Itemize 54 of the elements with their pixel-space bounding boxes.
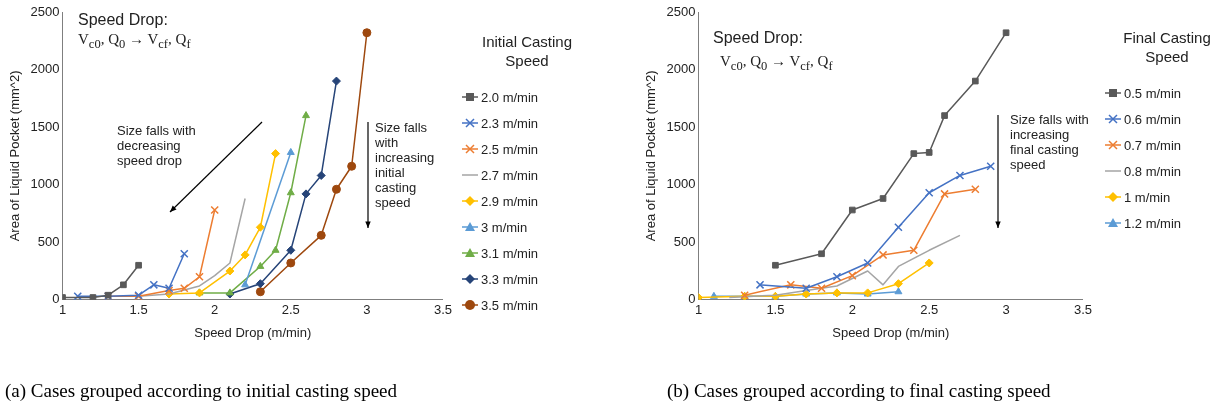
annotation: Speed Drop:	[713, 29, 803, 46]
x-tick-label: 2	[848, 302, 856, 318]
text: (b) Cases grouped according to final casting speed	[667, 380, 1051, 402]
legend-label: 3 m/min	[481, 219, 528, 235]
legend-label: 0.5 m/min	[1124, 85, 1182, 101]
annotation: Size falls with increasing initial casting speed	[375, 120, 436, 210]
x-tick-label: 3	[1002, 302, 1010, 318]
x-tick-label: 1	[694, 302, 703, 318]
y-tick-label: 2000	[666, 61, 696, 77]
legend-title: Initial Casting Speed	[480, 32, 573, 70]
x-tick-label: 1.5	[129, 302, 148, 318]
y-axis-title: Area of Liquid Pocket (mm^2)	[643, 70, 659, 242]
y-tick-label: 1000	[666, 176, 696, 192]
y-tick-label: 2500	[666, 3, 696, 19]
legend-label: 1.2 m/min	[1124, 215, 1182, 231]
text: (a) Cases grouped according to initial casting speed	[5, 380, 398, 402]
y-tick-label: 500	[37, 233, 60, 249]
legend-label: 2.7 m/min	[481, 167, 539, 183]
x-tick-label: 2.5	[920, 302, 939, 318]
annotation: V$_{c0}$, Q$_{0}$ → V$_{cf}$, Q$_{f}$	[720, 53, 833, 74]
x-tick-label: 3	[363, 302, 371, 318]
annotation: Size falls with increasing final casting speed	[1010, 112, 1090, 172]
x-axis-title: Speed Drop (m/min)	[194, 324, 312, 340]
legend-label: 0.8 m/min	[1124, 163, 1182, 179]
x-tick-label: 1.5	[766, 302, 785, 318]
legend-label: 2.3 m/min	[481, 115, 539, 131]
legend-label: 2.0 m/min	[481, 89, 539, 105]
legend-label: 3.3 m/min	[481, 271, 539, 287]
legend-label: 2.9 m/min	[481, 193, 539, 209]
x-tick-label: 3.5	[433, 302, 452, 318]
legend-label: 3.1 m/min	[481, 245, 539, 261]
legend-label: 3.5 m/min	[481, 297, 539, 313]
y-tick-label: 0	[688, 291, 696, 307]
x-tick-label: 2.5	[281, 302, 300, 318]
legend-title: Final Casting Speed	[1122, 28, 1212, 66]
y-axis-title: Area of Liquid Pocket (mm^2)	[7, 70, 23, 242]
y-tick-label: 1500	[30, 118, 60, 134]
y-tick-label: 500	[673, 233, 696, 249]
x-tick-label: 1	[58, 302, 67, 318]
legend-label: 0.6 m/min	[1124, 111, 1182, 127]
annotation: Speed Drop:	[78, 11, 168, 28]
y-tick-label: 0	[52, 291, 60, 307]
annotation: Size falls with decreasing speed drop	[117, 123, 197, 168]
x-tick-label: 3.5	[1073, 302, 1092, 318]
x-tick-label: 2	[211, 302, 219, 318]
y-tick-label: 2500	[30, 3, 60, 19]
annotation: V$_{c0}$, Q$_{0}$ → V$_{cf}$, Q$_{f}$	[78, 31, 191, 52]
y-tick-label: 1500	[666, 118, 696, 134]
x-axis-title: Speed Drop (m/min)	[832, 324, 950, 340]
legend-label: 0.7 m/min	[1124, 137, 1182, 153]
legend-label: 2.5 m/min	[481, 141, 539, 157]
y-tick-label: 1000	[30, 176, 60, 192]
y-tick-label: 2000	[30, 61, 60, 77]
legend-label: 1 m/min	[1124, 189, 1171, 205]
